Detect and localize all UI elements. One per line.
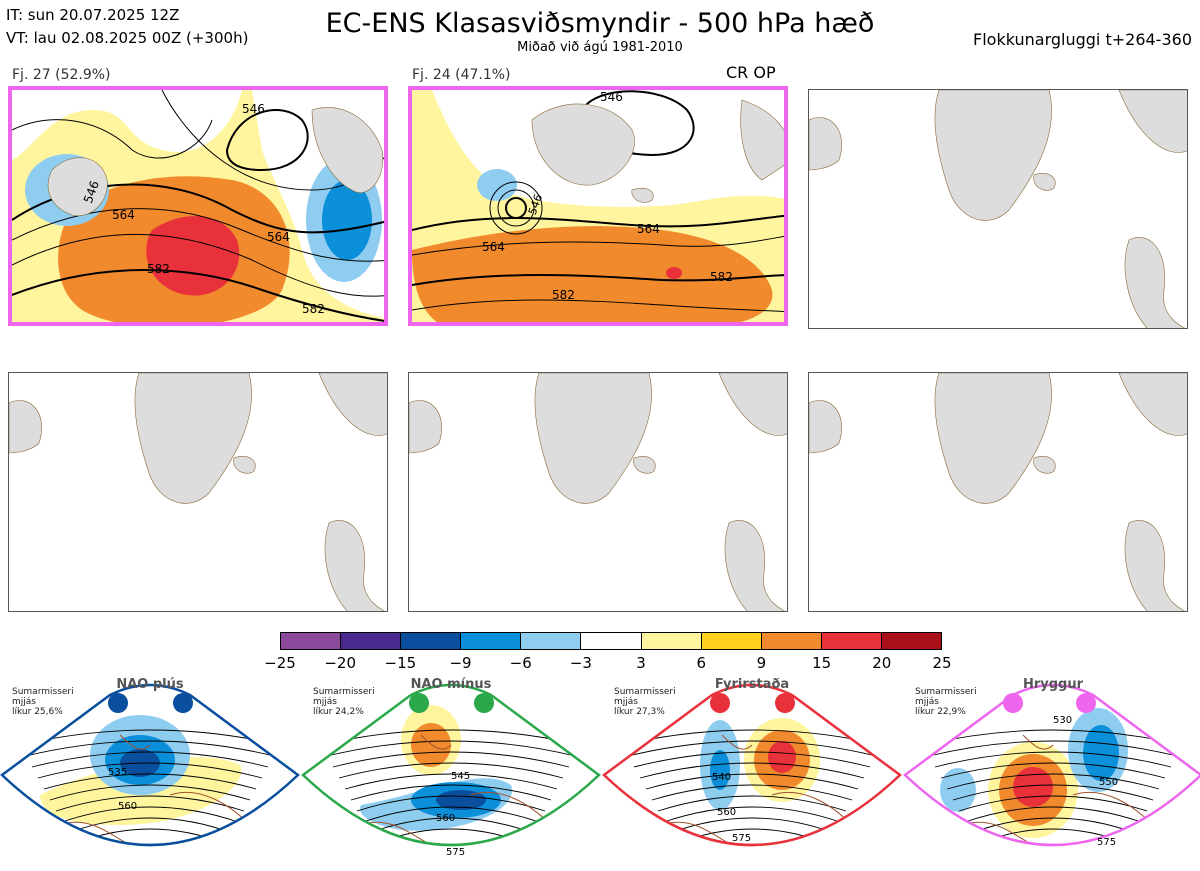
colorbar-swatch [881,633,942,649]
colorbar-tick-label: 25 [932,654,952,672]
colorbar-tick-label: −3 [569,654,592,672]
cluster-window: Flokkunargluggi t+264-360 [973,30,1192,49]
regime-panel-4[interactable]: Hryggur Sumarmisseri mjjás líkur 22,9% 530 55… [903,675,1200,871]
panel-6-map [809,373,1187,611]
colorbar-tick-label: 6 [696,654,707,672]
colorbar-swatch [701,633,762,649]
panel-1-contour-label: 564 [112,208,135,222]
regime-map [301,683,601,847]
header-init-times: IT: sun 20.07.2025 12Z VT: lau 02.08.202… [6,4,248,50]
anomaly-colorbar [280,632,942,650]
panel-4-map [9,373,387,611]
regime-title: NAO plús [116,677,184,692]
colorbar-swatch [461,633,522,649]
cluster-panel-5[interactable] [408,372,788,612]
colorbar-swatch [281,633,342,649]
panel-2-contour-label: 564 [482,240,505,254]
regime-contour-label: 560 [436,813,456,824]
colorbar-tick-label: −25 [264,654,296,672]
panel-1-contour-label: 564 [267,230,290,244]
regime-season: Sumarmisseri [313,687,375,697]
colorbar-swatch [821,633,882,649]
colorbar-tick-label: −9 [449,654,472,672]
colorbar-tick-label: 3 [636,654,646,672]
regime-info: Sumarmisseri mjjás líkur 24,2% [313,687,375,717]
regime-probability: líkur 27,3% [614,707,665,717]
regime-mean: mjjás [915,697,939,707]
regime-contour-label: 575 [1097,837,1117,848]
panel-1-contour-label: 582 [147,262,170,276]
panel-2-map [412,90,784,322]
regime-contour-label: 535 [108,767,128,778]
colorbar-tick-label: −15 [384,654,417,672]
page-title: EC-ENS Klasasviðsmyndir - 500 hPa hæð [325,8,875,39]
regime-contour-label: 545 [451,771,471,782]
regime-mean: mjjás [313,697,337,707]
colorbar-swatch [401,633,462,649]
regime-info: Sumarmisseri mjjás líkur 27,3% [614,687,676,717]
cluster-panel-4[interactable] [8,372,388,612]
panel-2-contour-label: 582 [552,288,575,302]
regime-contour-label: 550 [1099,777,1119,788]
regime-title: Hryggur [1022,677,1084,692]
regime-probability: líkur 22,9% [915,707,966,717]
colorbar-tick-label: 15 [812,654,832,672]
regime-contour-label: 560 [717,807,737,818]
colorbar-swatch [341,633,402,649]
regime-contour-label: 530 [1053,715,1073,726]
regime-panel-2[interactable]: NAO mínus Sumarmisseri mjjás líkur 24,2% 545… [301,675,601,871]
regime-season: Sumarmisseri [614,687,676,697]
regime-probability: líkur 25,6% [12,707,63,717]
regime-contour-label: 560 [118,801,138,812]
page-subtitle: Miðað við ágú 1981-2010 [517,40,683,55]
regime-map [903,683,1200,847]
regime-map [0,683,300,847]
cluster-panel-2[interactable]: 546 546 564 564 582 582 [408,86,788,326]
panel-1-contour-label: 546 [242,102,265,116]
regime-season: Sumarmisseri [915,687,977,697]
regime-contour-label: 575 [446,847,466,858]
regime-panel-3[interactable]: Fyrirstaða Sumarmisseri mjjás líkur 27,3% 54… [602,675,902,871]
cluster-panel-6[interactable] [808,372,1188,612]
regime-title: Fyrirstaða [714,677,790,692]
panel-5-map [409,373,787,611]
colorbar-swatch [761,633,822,649]
colorbar-tick-label: −20 [324,654,356,672]
colorbar-swatch [581,633,642,649]
panel-3-map [809,90,1187,328]
regime-mean: mjjás [12,697,36,707]
cluster-panel-3[interactable] [808,89,1188,329]
regime-season: Sumarmisseri [12,687,74,697]
colorbar-tick-label: −6 [509,654,532,672]
regime-info: Sumarmisseri mjjás líkur 22,9% [915,687,977,717]
regime-panel-1[interactable]: NAO plús Sumarmisseri mjjás líkur 25,6% 535 5… [0,675,300,871]
panel-2-caption: Fj. 24 (47.1%) [412,67,511,83]
regime-probability: líkur 24,2% [313,707,364,717]
panel-2-contour-label: 546 [600,90,623,104]
regime-info: Sumarmisseri mjjás líkur 25,6% [12,687,74,717]
panel-1-contour-label: 582 [302,302,325,316]
regime-map [602,683,902,847]
regime-mean: mjjás [614,697,638,707]
cluster-panel-1[interactable]: 546 546 564 564 582 582 [8,86,388,326]
init-time: IT: sun 20.07.2025 12Z [6,6,180,24]
panel-1-caption: Fj. 27 (52.9%) [12,67,111,83]
colorbar-swatch [521,633,582,649]
regime-title: NAO mínus [410,677,492,692]
regime-contour-label: 540 [712,772,732,783]
colorbar-tick-label: 20 [872,654,892,672]
regime-contour-label: 575 [732,833,752,844]
panel-2-contour-label: 564 [637,222,660,236]
panel-2-cr-op: CR OP [726,63,776,82]
valid-time: VT: lau 02.08.2025 00Z (+300h) [6,29,249,47]
colorbar-tick-label: 9 [756,654,767,672]
panel-1-map [12,90,384,322]
panel-2-contour-label: 582 [710,270,733,284]
colorbar-swatch [641,633,702,649]
